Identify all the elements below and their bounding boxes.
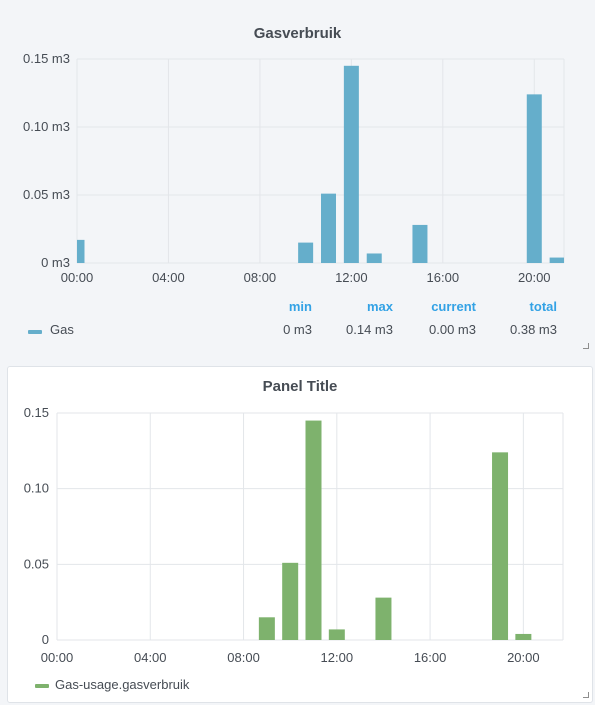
x-tick-label: 16:00 xyxy=(414,650,447,665)
x-tick-label: 08:00 xyxy=(244,270,277,285)
bar[interactable] xyxy=(526,94,542,263)
y-tick-label: 0.10 xyxy=(24,481,49,496)
x-tick-label: 20:00 xyxy=(518,270,551,285)
resize-handle-icon[interactable] xyxy=(583,692,589,698)
bar[interactable] xyxy=(298,242,314,263)
gasverbruik-panel: Gasverbruik 0 m3 0.05 m3 0.10 m3 0.15 m3 00:… xyxy=(23,25,589,349)
bar[interactable] xyxy=(375,597,392,640)
x-tick-label: 04:00 xyxy=(134,650,167,665)
panel-title[interactable]: Gasverbruik xyxy=(253,25,342,42)
legend-header-max[interactable]: max xyxy=(366,299,393,314)
legend-swatch-gas[interactable] xyxy=(28,330,42,334)
y-tick-label: 0 m3 xyxy=(41,255,70,270)
y-tick-label: 0.15 m3 xyxy=(23,51,70,66)
gasverbruik-chart: 0 m3 0.05 m3 0.10 m3 0.15 m3 00:00 04:00 08:00… xyxy=(23,51,565,285)
x-tick-label: 08:00 xyxy=(227,650,260,665)
bar[interactable] xyxy=(305,420,322,640)
legend-value-max: 0.14 m3 xyxy=(346,322,393,337)
legend-value-total: 0.38 m3 xyxy=(510,322,557,337)
x-tick-label: 00:00 xyxy=(41,650,74,665)
y-tick-label: 0.10 m3 xyxy=(23,119,70,134)
bar[interactable] xyxy=(366,253,382,263)
bar[interactable] xyxy=(258,617,275,640)
panel-title-panel: Panel Title 0 0.05 0.10 0.15 00:00 04:00 08:00… xyxy=(7,366,593,703)
x-tick-label: 04:00 xyxy=(152,270,185,285)
panel-title[interactable]: Panel Title xyxy=(262,378,338,395)
bar[interactable] xyxy=(77,239,85,263)
legend-value-min: 0 m3 xyxy=(283,322,312,337)
legend-swatch-gas-usage[interactable] xyxy=(35,684,49,688)
bar[interactable] xyxy=(282,562,299,640)
gas-usage-chart: 0 0.05 0.10 0.15 00:00 04:00 08:00 12:00 16:00 20… xyxy=(24,405,564,665)
legend-series-gas-usage[interactable]: Gas-usage.gasverbruik xyxy=(55,677,190,692)
resize-handle-icon[interactable] xyxy=(583,343,589,349)
x-tick-label: 12:00 xyxy=(335,270,368,285)
bar[interactable] xyxy=(321,193,337,263)
bar[interactable] xyxy=(412,224,428,263)
legend-header-min[interactable]: min xyxy=(288,299,312,314)
bar[interactable] xyxy=(492,452,509,640)
bar[interactable] xyxy=(328,629,345,640)
legend-series-gas[interactable]: Gas xyxy=(50,322,74,337)
x-tick-label: 00:00 xyxy=(61,270,94,285)
x-tick-label: 20:00 xyxy=(507,650,540,665)
bar[interactable] xyxy=(343,65,359,263)
legend-header-total[interactable]: total xyxy=(529,299,557,314)
y-tick-label: 0 xyxy=(42,632,49,647)
bar[interactable] xyxy=(549,257,564,263)
legend-header-current[interactable]: current xyxy=(431,299,476,314)
bar[interactable] xyxy=(515,633,532,640)
legend-value-current: 0.00 m3 xyxy=(429,322,476,337)
x-tick-label: 12:00 xyxy=(321,650,354,665)
y-tick-label: 0.15 xyxy=(24,405,49,420)
x-tick-label: 16:00 xyxy=(427,270,460,285)
y-tick-label: 0.05 xyxy=(24,556,49,571)
y-tick-label: 0.05 m3 xyxy=(23,187,70,202)
